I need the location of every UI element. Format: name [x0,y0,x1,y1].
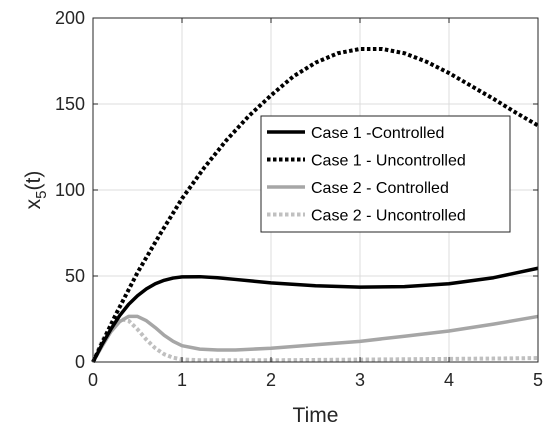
legend-label: Case 2 - Uncontrolled [311,208,466,225]
y-tick-label: 100 [55,180,85,200]
y-tick-label: 200 [55,8,85,28]
x-tick-label: 5 [533,370,543,390]
x-tick-label: 3 [355,370,365,390]
x-tick-label: 2 [266,370,276,390]
x-axis-label: Time [293,404,339,427]
legend: Case 1 -Controlled Case 1 - Uncontrolled C… [260,115,511,233]
y-axis-label-main: x [22,198,45,209]
legend-label: Case 1 -Controlled [311,125,444,142]
y-tick-label: 150 [55,94,85,114]
series-line-4 [91,317,539,363]
legend-label: Case 2 - Controlled [311,180,449,197]
y-axis-label-subscript: 5 [33,190,50,198]
y-axis-label-tail: (t) [22,171,45,191]
plot-area [91,46,540,363]
legend-box [260,115,511,233]
y-axis-label: x5(t) [22,171,50,210]
x-tick-label: 0 [88,370,98,390]
x-tick-label: 1 [177,370,187,390]
legend-label: Case 1 - Uncontrolled [311,153,466,170]
series-line-3 [91,314,539,363]
series-line-2 [91,46,540,363]
y-tick-label: 50 [65,266,85,286]
x-tick-label: 4 [444,370,454,390]
series-line-1 [91,266,539,363]
y-tick-label: 0 [75,352,85,372]
